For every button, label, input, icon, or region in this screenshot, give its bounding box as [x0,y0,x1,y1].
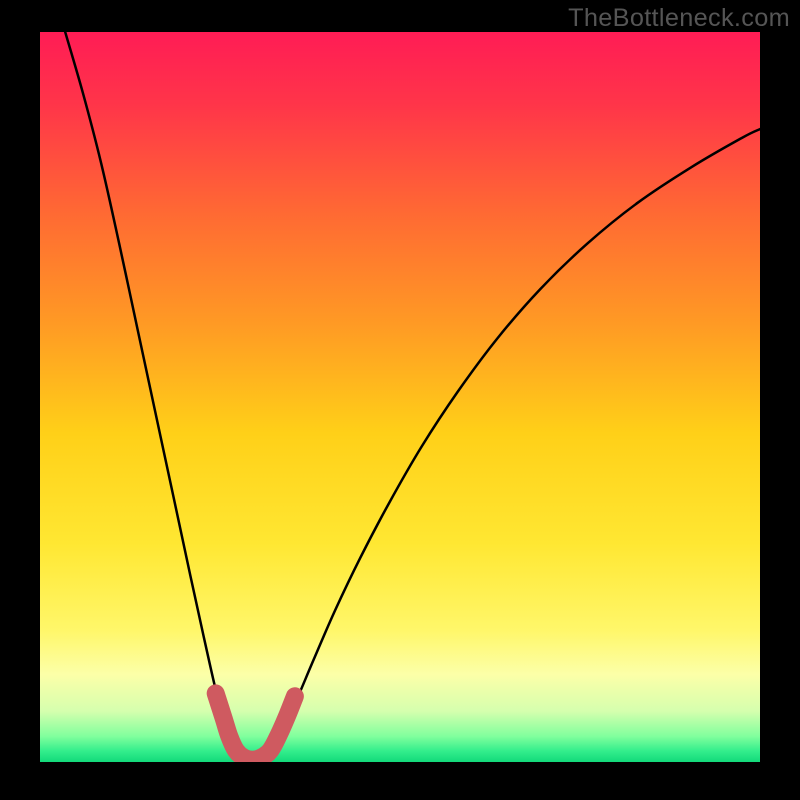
watermark-text: TheBottleneck.com [568,4,790,33]
plot-svg [40,32,760,762]
gradient-background [40,32,760,762]
plot-area [40,32,760,762]
